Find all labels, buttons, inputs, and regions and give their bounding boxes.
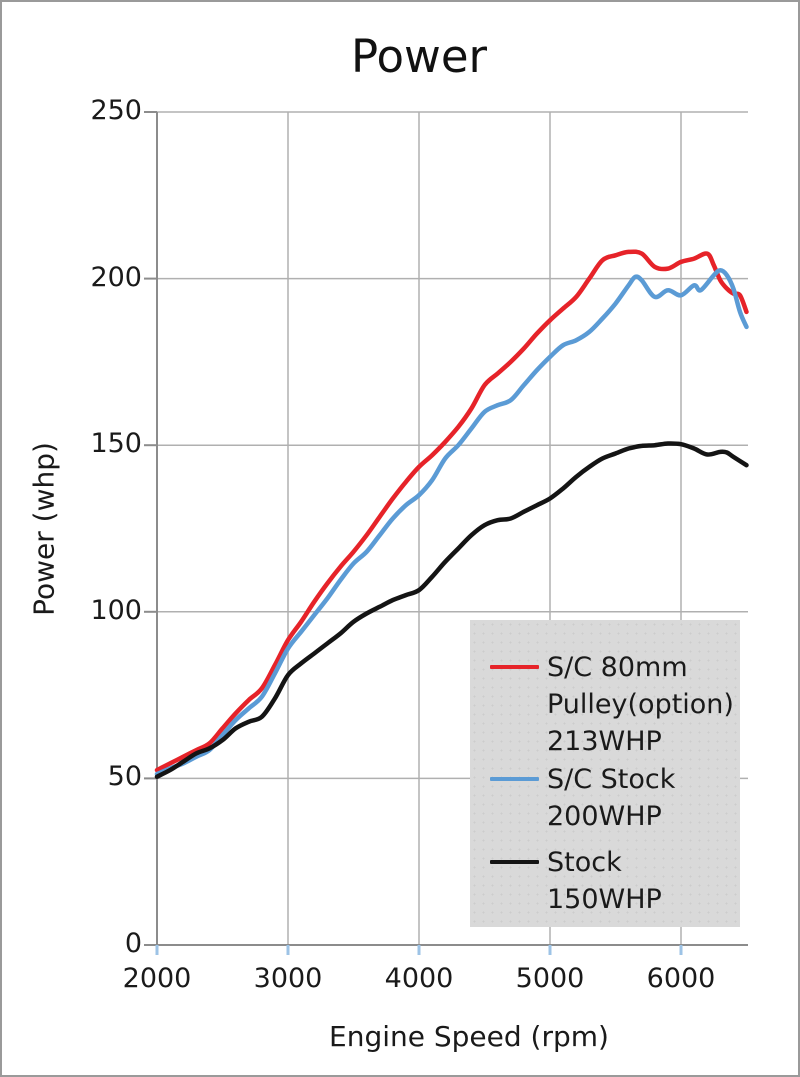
x-tick-label: 6000 — [646, 963, 716, 994]
y-tick-label: 150 — [90, 428, 142, 460]
y-axis-title: Power (whp) — [27, 442, 61, 616]
legend: S/C 80mm Pulley(option) 213WHP S/C Stock 200… — [470, 620, 740, 927]
x-tick-label: 2000 — [122, 963, 192, 994]
legend-label-2: Stock 150WHP — [547, 847, 662, 915]
x-tick-label: 3000 — [253, 963, 323, 994]
axis-tick-marks — [144, 111, 683, 955]
y-tick-label: 250 — [90, 95, 142, 126]
series-line-0 — [154, 249, 749, 773]
legend-swatch-0 — [490, 665, 539, 669]
legend-label-0: S/C 80mm Pulley(option) 213WHP — [547, 652, 734, 757]
y-tick-label: 50 — [107, 761, 142, 793]
x-axis-title: Engine Speed (rpm) — [329, 1020, 609, 1053]
y-tick-label: 100 — [90, 594, 142, 626]
series-lines — [154, 249, 749, 779]
x-tick-label: 5000 — [515, 963, 585, 994]
legend-label-1: S/C Stock 200WHP — [547, 764, 676, 832]
legend-swatch-2 — [490, 860, 539, 864]
y-tick-label: 0 — [124, 928, 142, 959]
x-tick-label: 4000 — [384, 963, 454, 994]
axis-lines — [156, 112, 748, 946]
chart-title: Power — [350, 30, 488, 83]
y-tick-label: 200 — [90, 261, 142, 293]
series-line-1 — [154, 268, 749, 777]
legend-swatch-1 — [490, 777, 539, 781]
series-line-2 — [154, 441, 749, 779]
